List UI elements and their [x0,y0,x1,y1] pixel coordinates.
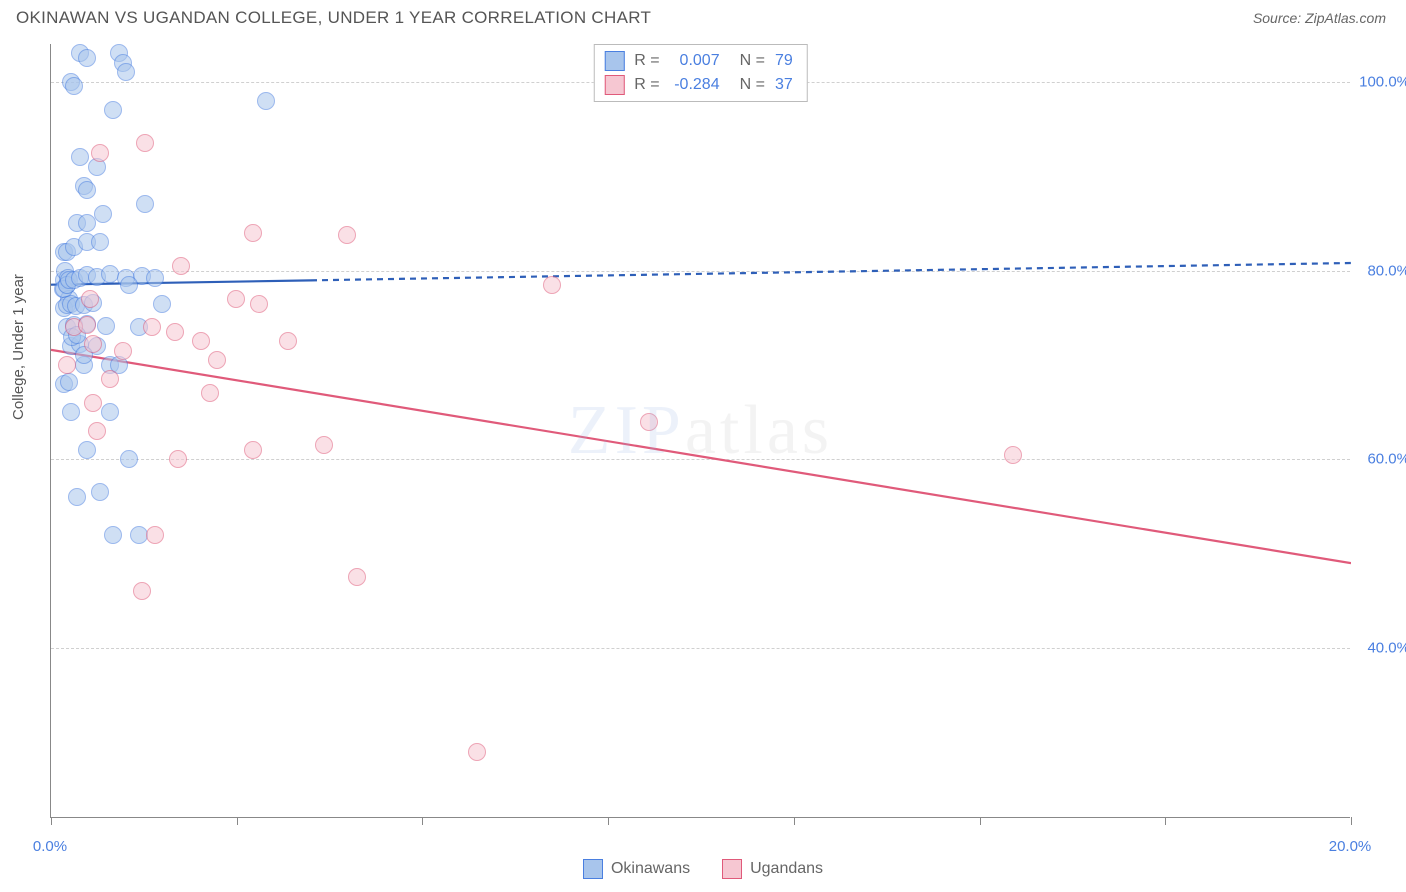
x-tick [422,817,423,825]
y-tick-label: 80.0% [1354,262,1406,279]
legend-item: Okinawans [583,859,690,879]
scatter-point [120,276,138,294]
scatter-point [640,413,658,431]
scatter-point [143,318,161,336]
scatter-point [146,269,164,287]
n-value: 79 [775,49,793,73]
legend-item: Ugandans [722,859,823,879]
gridline [51,271,1350,272]
legend-stat-row: R = 0.007 N = 79 [604,49,792,73]
x-tick-label: 20.0% [1329,838,1372,855]
n-value: 37 [775,73,793,97]
chart-title: OKINAWAN VS UGANDAN COLLEGE, UNDER 1 YEA… [16,8,651,28]
scatter-point [146,526,164,544]
scatter-point [166,323,184,341]
scatter-point [227,290,245,308]
r-label: R = [634,73,659,97]
header-row: OKINAWAN VS UGANDAN COLLEGE, UNDER 1 YEA… [0,0,1406,34]
scatter-point [62,403,80,421]
correlation-legend: R = 0.007 N = 79 R = -0.284 N = 37 [593,44,807,102]
y-tick-label: 40.0% [1354,640,1406,657]
scatter-point [1004,446,1022,464]
scatter-point [78,49,96,67]
y-tick-label: 100.0% [1354,73,1406,90]
legend-swatch [604,75,624,95]
scatter-point [338,226,356,244]
x-tick [237,817,238,825]
scatter-point [81,290,99,308]
scatter-point [71,148,89,166]
x-tick [1351,817,1352,825]
scatter-point [94,205,112,223]
y-tick-label: 60.0% [1354,451,1406,468]
scatter-point [101,403,119,421]
scatter-point [279,332,297,350]
x-tick [980,817,981,825]
scatter-point [244,224,262,242]
chart-plot-area: 40.0%60.0%80.0%100.0% ZIPatlas R =0.007N… [50,44,1350,818]
r-value: 0.007 [670,49,720,73]
legend-label: Okinawans [611,860,690,878]
scatter-point [315,436,333,454]
x-tick [608,817,609,825]
scatter-point [117,63,135,81]
scatter-point [60,373,78,391]
scatter-point [101,265,119,283]
x-tick [1165,817,1166,825]
legend-stat-row: R = -0.284 N = 37 [604,73,792,97]
scatter-point [192,332,210,350]
scatter-point [244,441,262,459]
legend-swatch [583,859,603,879]
trendlines-svg [51,44,1351,818]
scatter-point [153,295,171,313]
scatter-point [114,342,132,360]
legend-swatch [722,859,742,879]
scatter-point [97,317,115,335]
scatter-point [84,394,102,412]
scatter-point [84,335,102,353]
scatter-point [136,195,154,213]
scatter-point [91,233,109,251]
scatter-point [136,134,154,152]
series-legend: Okinawans Ugandans [0,859,1406,884]
n-label: N = [740,73,765,97]
scatter-point [78,214,96,232]
y-axis-label: College, Under 1 year [10,274,27,420]
scatter-point [65,77,83,95]
scatter-point [201,384,219,402]
scatter-point [101,370,119,388]
scatter-point [543,276,561,294]
legend-swatch [604,51,624,71]
scatter-point [78,441,96,459]
x-tick [794,817,795,825]
scatter-point [169,450,187,468]
r-label: R = [634,49,659,73]
scatter-point [104,526,122,544]
scatter-point [104,101,122,119]
scatter-point [58,356,76,374]
scatter-point [172,257,190,275]
scatter-point [120,450,138,468]
scatter-point [68,488,86,506]
scatter-point [208,351,226,369]
gridline [51,459,1350,460]
scatter-point [348,568,366,586]
scatter-point [250,295,268,313]
n-label: N = [740,49,765,73]
source-attribution: Source: ZipAtlas.com [1253,10,1386,26]
x-tick-label: 0.0% [33,838,67,855]
scatter-point [468,743,486,761]
gridline [51,648,1350,649]
legend-label: Ugandans [750,860,823,878]
r-value: -0.284 [670,73,720,97]
scatter-point [257,92,275,110]
scatter-point [78,181,96,199]
scatter-point [78,316,96,334]
scatter-point [88,422,106,440]
scatter-point [91,144,109,162]
scatter-point [133,582,151,600]
plot-inner: 40.0%60.0%80.0%100.0% [51,44,1350,817]
scatter-point [91,483,109,501]
x-tick [51,817,52,825]
